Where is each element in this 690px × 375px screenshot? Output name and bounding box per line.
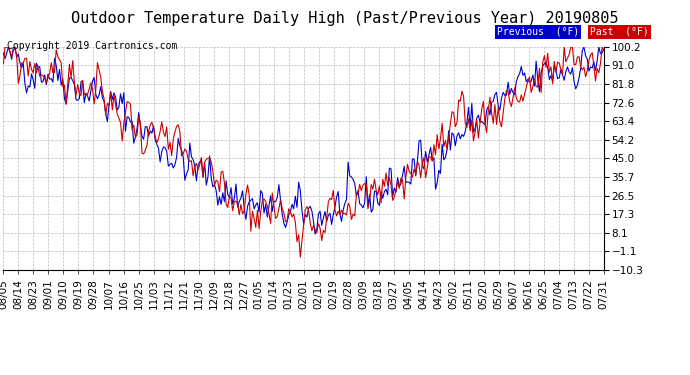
Text: Outdoor Temperature Daily High (Past/Previous Year) 20190805: Outdoor Temperature Daily High (Past/Pre… bbox=[71, 11, 619, 26]
Text: Past  (°F): Past (°F) bbox=[590, 27, 649, 37]
Text: Previous  (°F): Previous (°F) bbox=[497, 27, 579, 37]
Text: Copyright 2019 Cartronics.com: Copyright 2019 Cartronics.com bbox=[7, 41, 177, 51]
